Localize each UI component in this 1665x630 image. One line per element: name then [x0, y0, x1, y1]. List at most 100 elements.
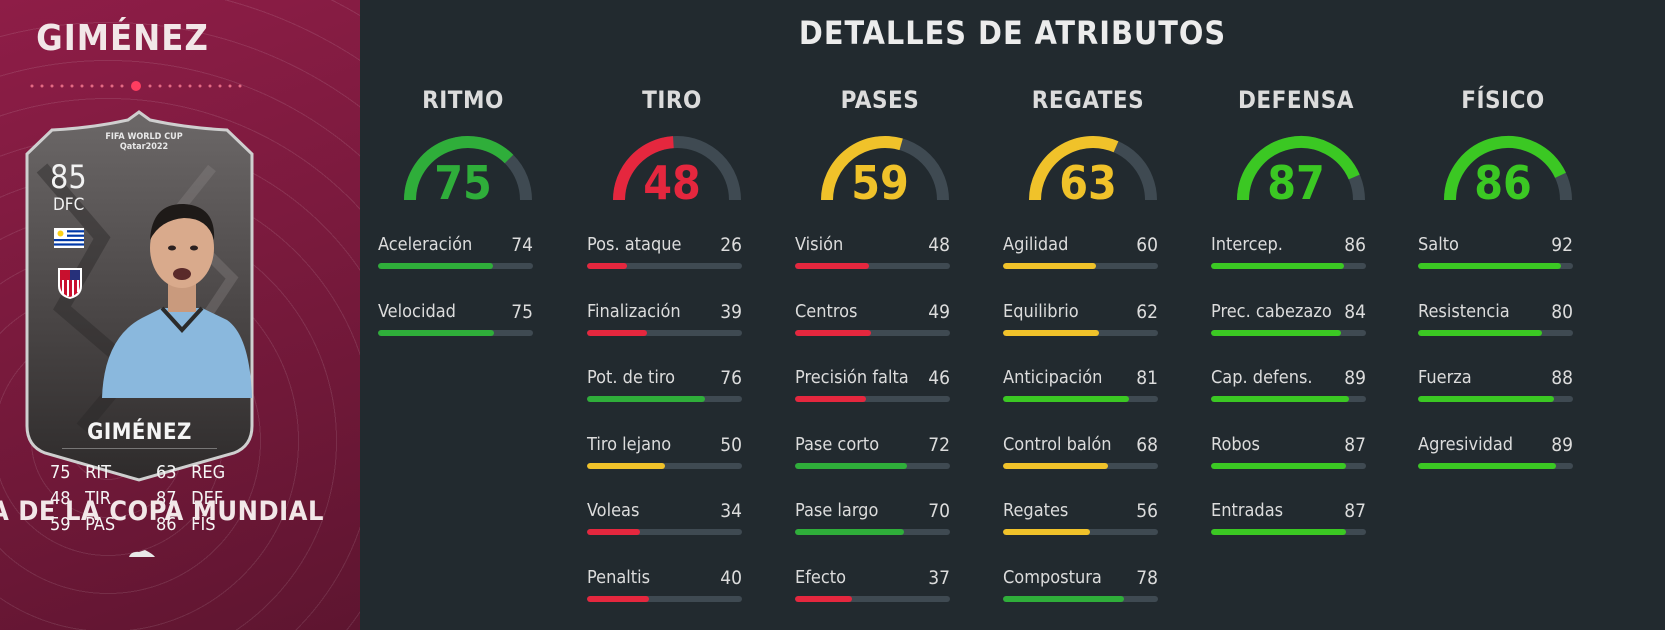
attribute-value: 89: [1344, 367, 1366, 389]
attribute-value: 56: [1136, 500, 1158, 522]
gauge-fill: [613, 136, 674, 201]
attribute-bar: [587, 396, 742, 402]
attribute-name: Entradas: [1211, 500, 1284, 521]
attribute-name: Voleas: [587, 500, 640, 521]
attribute-bar: [1418, 462, 1573, 469]
card-stat-tir: 48 TIR: [50, 486, 115, 512]
attribute-value: 62: [1136, 300, 1158, 323]
card-rating: 85: [50, 158, 87, 196]
card-stat-value: 75: [50, 462, 71, 483]
attribute-bar: [1003, 329, 1158, 336]
attribute-name: Pot. de tiro: [587, 367, 676, 388]
attribute-bar: [1003, 462, 1158, 469]
attribute-bar: [1003, 529, 1158, 535]
attribute-name: Agilidad: [1003, 234, 1069, 255]
card-divider: [62, 448, 217, 449]
category-gauge: [1029, 136, 1157, 201]
card-stats-left: 75 RIT 48 TIR 59 PAS: [50, 460, 115, 538]
attribute-bar-fill: [1418, 462, 1556, 469]
attribute-bar: [587, 329, 742, 336]
attribute-value: 50: [720, 433, 742, 456]
attribute-name: Intercep.: [1211, 234, 1283, 255]
attribute-row: Aceleración 74: [378, 234, 533, 274]
card-player-name: GIMÉNEZ: [87, 420, 192, 445]
category-title: PASES: [840, 86, 920, 114]
attribute-value: 26: [720, 234, 742, 256]
attribute-value: 87: [1344, 500, 1366, 522]
attribute-value: 60: [1136, 234, 1158, 256]
attribute-name: Precisión falta: [795, 367, 909, 388]
player-card-panel: GIMÉNEZ FIFA WORLD CUP Q: [0, 0, 360, 630]
attribute-row: Anticipación 81: [1003, 367, 1158, 407]
attribute-value: 81: [1136, 367, 1158, 389]
attribute-value: 49: [928, 300, 950, 323]
card-position: DFC: [53, 195, 85, 215]
attribute-bar-fill: [587, 263, 628, 269]
gauge-fill: [1237, 136, 1360, 201]
attribute-bar-fill: [795, 529, 904, 535]
attribute-bar-fill: [1418, 329, 1542, 336]
attribute-bar: [1418, 396, 1573, 402]
attribute-value: 46: [928, 367, 950, 389]
attribute-row: Cap. defens. 89: [1211, 367, 1366, 407]
attribute-row: Equilibrio 62: [1003, 301, 1158, 341]
attribute-bar-fill: [1003, 263, 1096, 269]
attribute-row: Fuerza 88: [1418, 367, 1573, 407]
card-stat-label: TIR: [80, 488, 112, 509]
attribute-row: Pase largo 70: [795, 500, 950, 540]
attribute-bar: [587, 529, 742, 535]
attribute-row: Velocidad 75: [378, 301, 533, 341]
attribute-value: 72: [928, 433, 950, 456]
attribute-name: Velocidad: [378, 300, 456, 322]
attribute-value: 40: [720, 566, 742, 589]
attribute-name: Fuerza: [1418, 367, 1472, 388]
attribute-row: Prec. cabezazo 84: [1211, 301, 1366, 341]
attribute-bar: [795, 263, 950, 269]
promo-title: A DE LA COPA MUNDIAL: [0, 496, 324, 527]
attributes-title: DETALLES DE ATRIBUTOS: [798, 14, 1227, 52]
gauge-fill: [821, 136, 903, 201]
attribute-name: Resistencia: [1418, 300, 1510, 322]
attribute-row: Pase corto 72: [795, 434, 950, 474]
player-portrait: [102, 203, 252, 398]
category-gauge: [613, 136, 741, 201]
attribute-bar-fill: [795, 329, 871, 336]
category-value: 75: [434, 156, 492, 210]
attribute-value: 78: [1136, 566, 1158, 589]
attribute-bar: [587, 263, 742, 269]
attribute-value: 48: [928, 234, 950, 256]
attribute-value: 87: [1344, 433, 1366, 456]
attribute-row: Efecto 37: [795, 567, 950, 607]
attribute-name: Pos. ataque: [587, 234, 682, 255]
card-stat-label: REG: [186, 462, 226, 483]
category-value: 59: [851, 156, 909, 210]
attribute-bar-fill: [795, 396, 867, 402]
attribute-value: 92: [1551, 234, 1573, 256]
attribute-row: Penaltis 40: [587, 567, 742, 607]
attribute-row: Salto 92: [1418, 234, 1573, 274]
attribute-row: Tiro lejano 50: [587, 434, 742, 474]
attribute-name: Regates: [1003, 500, 1069, 521]
attribute-row: Control balón 68: [1003, 434, 1158, 474]
player-card[interactable]: FIFA WORLD CUP Qatar2022 85 DFC: [22, 108, 257, 557]
attribute-bar-fill: [1003, 595, 1124, 602]
attribute-bar-fill: [1003, 529, 1090, 535]
attribute-bar: [795, 396, 950, 402]
category-gauge: [404, 136, 532, 201]
card-stat-pas: 59 PAS: [50, 512, 115, 538]
attribute-row: Voleas 34: [587, 500, 742, 540]
card-stat-fís: 86 FÍS: [156, 512, 225, 538]
attribute-bar: [795, 529, 950, 535]
attribute-bar-fill: [378, 329, 495, 336]
gauge-fill: [404, 136, 514, 201]
category-value: 86: [1474, 156, 1532, 210]
attribute-bar: [1211, 263, 1366, 269]
dotted-divider: [30, 81, 242, 91]
attribute-row: Agilidad 60: [1003, 234, 1158, 274]
attribute-row: Pos. ataque 26: [587, 234, 742, 274]
category-value: 63: [1059, 156, 1117, 210]
attribute-bar-fill: [1211, 462, 1346, 469]
attribute-name: Finalización: [587, 300, 681, 322]
attribute-bar-fill: [1003, 396, 1129, 402]
attribute-bar-fill: [587, 396, 705, 402]
